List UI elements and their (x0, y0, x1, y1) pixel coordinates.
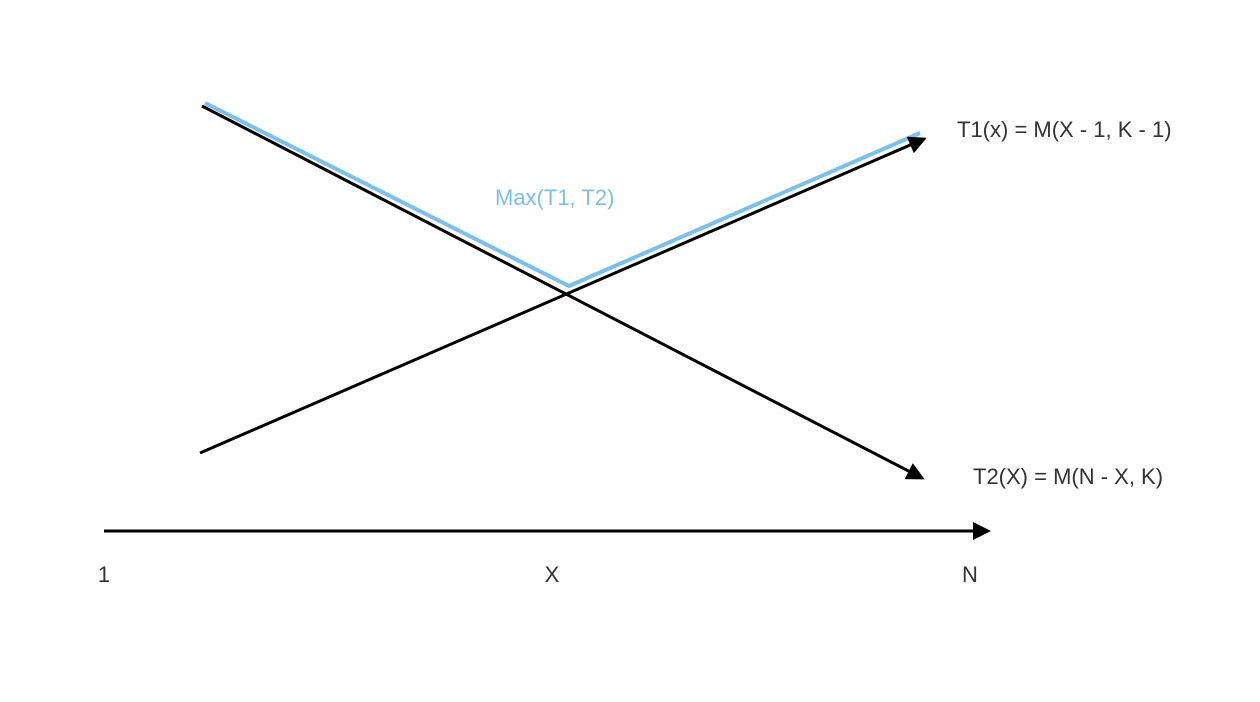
axis-tick-x: X (545, 562, 560, 587)
t1-label: T1(x) = M(X - 1, K - 1) (957, 117, 1172, 142)
t1-line (199, 136, 927, 455)
max-envelope-line (204, 101, 921, 289)
t2-label: T2(X) = M(N - X, K) (973, 464, 1163, 489)
axis-tick-n: N (962, 562, 978, 587)
t2-line (201, 104, 925, 480)
axis-tick-1: 1 (98, 562, 110, 587)
max-label: Max(T1, T2) (495, 185, 614, 210)
